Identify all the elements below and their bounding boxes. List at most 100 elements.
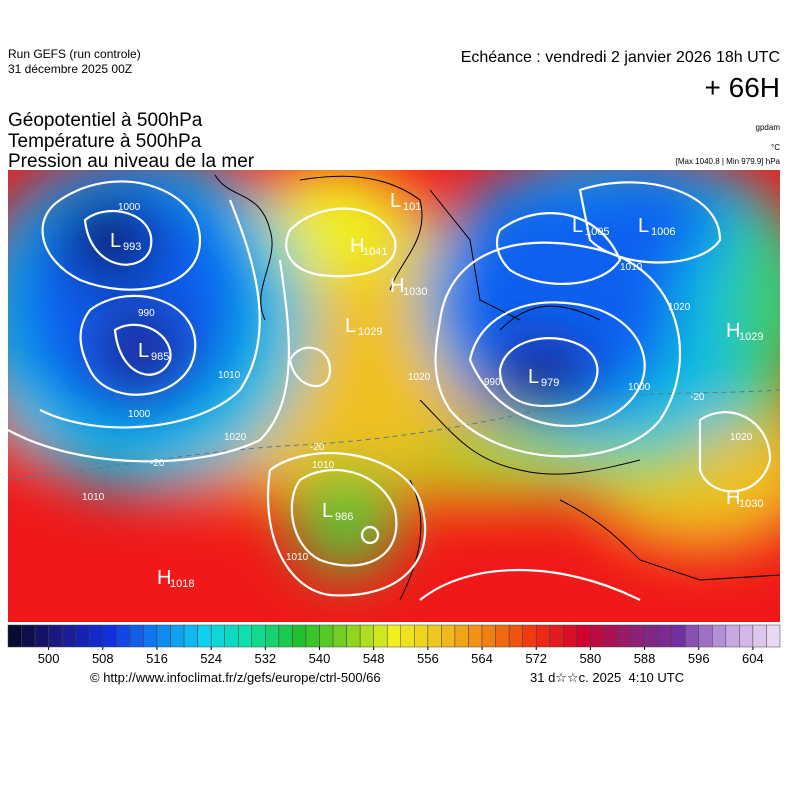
center-type: H xyxy=(350,235,364,257)
swatch xyxy=(7,624,22,648)
swatch xyxy=(346,624,361,648)
swatch xyxy=(386,624,402,648)
swatch xyxy=(237,624,253,648)
minmax: [Max 1040.8 | Min 979.9] hPa xyxy=(676,157,781,166)
tick-label: 508 xyxy=(92,651,114,666)
center-type: L xyxy=(390,190,401,212)
center-value: 985 xyxy=(151,351,169,363)
tick-label: 524 xyxy=(200,651,222,666)
swatch xyxy=(48,624,63,648)
swatch xyxy=(251,624,266,648)
tick-label: 588 xyxy=(634,651,656,666)
swatch xyxy=(359,624,374,648)
swatch xyxy=(224,624,239,648)
contour-label: 1020 xyxy=(224,432,247,443)
center-value: 101 xyxy=(403,201,421,213)
contour-label: -20 xyxy=(150,458,165,469)
center-type: L xyxy=(638,215,649,237)
field: Pression au niveau de la mer xyxy=(8,151,255,172)
swatch xyxy=(278,624,293,648)
center-value: 1029 xyxy=(358,326,382,338)
swatch xyxy=(305,624,320,648)
unit: gpdam xyxy=(756,123,781,132)
lead: + 66H xyxy=(705,72,781,103)
swatch xyxy=(75,624,90,648)
swatch xyxy=(563,624,578,648)
tick-label: 548 xyxy=(363,651,385,666)
swatch xyxy=(725,624,740,648)
center-type: H xyxy=(157,567,171,589)
swatch xyxy=(319,624,334,648)
swatch xyxy=(170,624,185,648)
contour-label: 990 xyxy=(138,308,155,319)
swatch xyxy=(495,624,510,648)
swatch xyxy=(265,624,280,648)
swatch xyxy=(116,624,131,648)
center-value: 986 xyxy=(335,511,353,523)
center-value: 1018 xyxy=(170,578,194,590)
swatch xyxy=(156,624,171,648)
swatch xyxy=(657,624,672,648)
tick-label: 604 xyxy=(742,651,764,666)
swatch xyxy=(739,624,754,648)
center-type: L xyxy=(345,315,356,337)
colorbar: 500 508 516 524 532 540 548 556 564 572 580 588 596 6… xyxy=(7,624,781,666)
tick-label: 556 xyxy=(417,651,439,666)
swatch xyxy=(549,624,564,648)
swatch xyxy=(427,624,442,648)
contour-label: 1010 xyxy=(312,460,335,471)
swatch xyxy=(766,624,781,648)
field: Température à 500hPa xyxy=(8,131,202,152)
swatch xyxy=(414,624,429,648)
swatch xyxy=(590,624,605,648)
swatch xyxy=(34,624,49,648)
center-value: 1030 xyxy=(403,286,427,298)
center-type: L xyxy=(138,340,149,362)
center-value: 993 xyxy=(123,241,141,253)
swatch xyxy=(481,624,496,648)
valid: Echéance : vendredi 2 janvier 2026 18h U… xyxy=(461,49,780,66)
tick-label: 532 xyxy=(254,651,276,666)
contour-label: 1020 xyxy=(668,302,691,313)
swatch xyxy=(102,624,117,648)
swatch xyxy=(752,624,767,648)
center-value: 1030 xyxy=(739,498,763,510)
center-type: H xyxy=(726,487,740,509)
contour-label: 1000 xyxy=(128,409,151,420)
swatch xyxy=(644,624,659,648)
swatch xyxy=(454,624,469,648)
center-value: 1041 xyxy=(363,246,387,258)
swatch xyxy=(373,624,388,648)
swatch xyxy=(197,624,212,648)
contour-label: -20 xyxy=(690,392,705,403)
swatch xyxy=(603,624,618,648)
center-value: 1006 xyxy=(651,226,675,238)
swatch xyxy=(671,624,686,648)
center-value: 979 xyxy=(541,377,559,389)
unit: °C xyxy=(771,143,780,152)
map xyxy=(8,170,780,622)
swatch xyxy=(698,624,713,648)
contour-label: 1010 xyxy=(218,370,241,381)
field: Géopotentiel à 500hPa xyxy=(8,110,203,131)
swatch xyxy=(183,624,198,648)
swatch xyxy=(468,624,483,648)
swatch xyxy=(684,624,699,648)
tick-label: 516 xyxy=(146,651,168,666)
contour-label: 1000 xyxy=(118,202,141,213)
tick-label: 580 xyxy=(580,651,602,666)
footer-url: © http://www.infoclimat.fr/z/gefs/europe… xyxy=(90,670,381,685)
center-value: 1029 xyxy=(739,331,763,343)
swatch xyxy=(576,624,591,648)
swatch xyxy=(508,624,523,648)
center-type: L xyxy=(322,500,333,522)
swatch xyxy=(441,624,456,648)
swatch xyxy=(143,624,158,648)
run-date: 31 décembre 2025 00Z xyxy=(8,62,132,76)
center-type: H xyxy=(390,275,404,297)
contour-label: 1010 xyxy=(82,492,105,503)
contour-labels: 1000 990 1000 1010 1020 1010 1010 1010 1020 990 10… xyxy=(82,202,753,563)
run: Run GEFS (run controle) xyxy=(8,47,141,61)
contour-label: -20 xyxy=(310,442,325,453)
